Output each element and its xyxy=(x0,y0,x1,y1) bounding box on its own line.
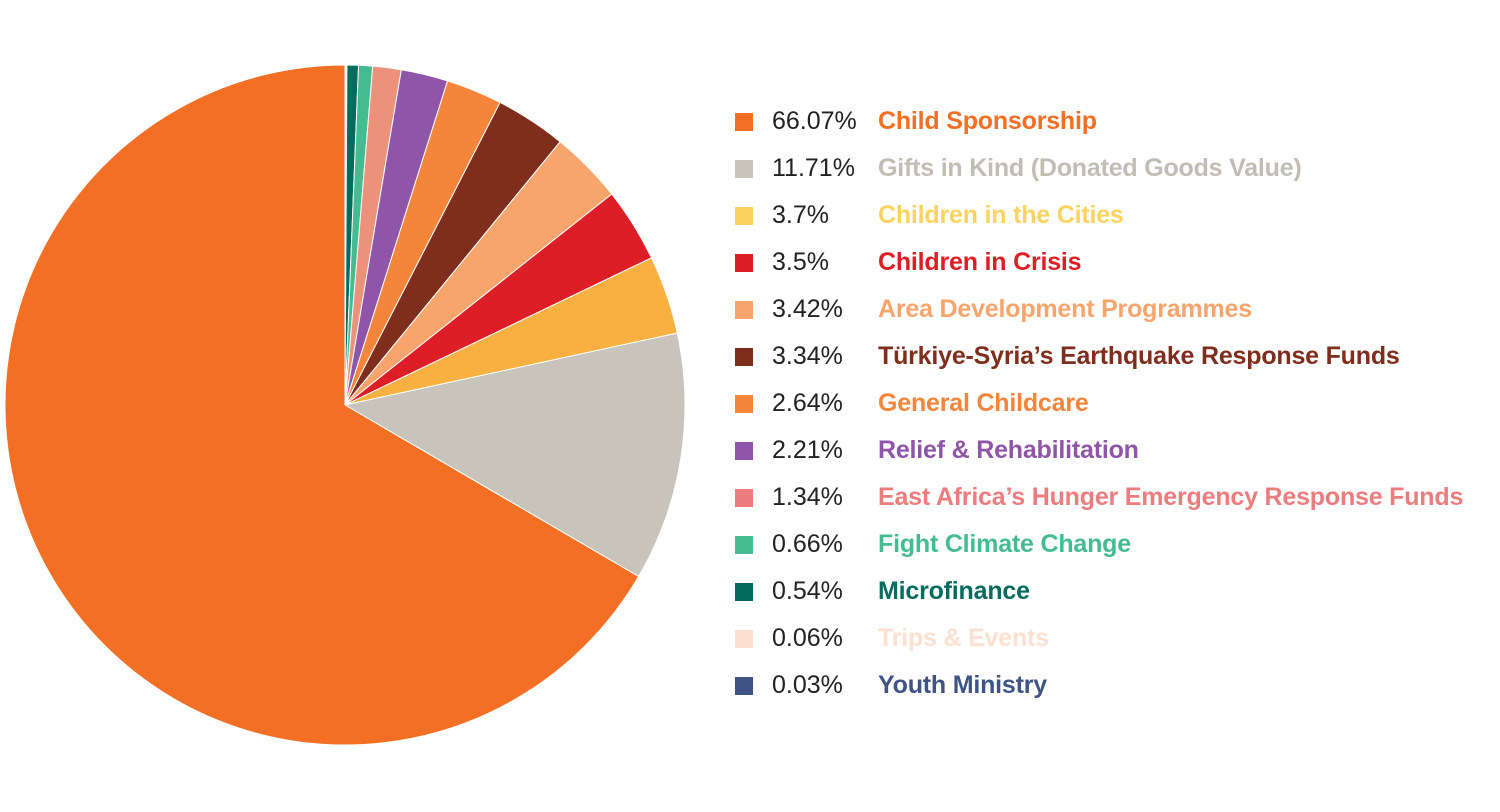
pie-chart xyxy=(4,64,686,746)
legend-item: 2.64% General Childcare xyxy=(735,380,1495,427)
legend-percent: 0.54% xyxy=(772,577,843,605)
legend-swatch xyxy=(735,253,753,272)
legend-swatch xyxy=(735,535,753,554)
legend-swatch xyxy=(735,206,753,225)
legend-label: Türkiye-Syria’s Earthquake Response Fund… xyxy=(878,342,1400,370)
pie-slice-child-sponsorship xyxy=(4,64,640,746)
legend-item: 3.42% Area Development Programmes xyxy=(735,286,1495,333)
legend-swatch xyxy=(735,441,753,460)
legend-item: 11.71% Gifts in Kind (Donated Goods Valu… xyxy=(735,145,1495,192)
legend-swatch xyxy=(735,300,753,319)
legend-percent: 3.34% xyxy=(772,342,843,370)
legend-item: 0.06% Trips & Events xyxy=(735,615,1495,662)
legend-label: Area Development Programmes xyxy=(878,295,1252,323)
legend-swatch xyxy=(735,582,753,601)
legend-label: Youth Ministry xyxy=(878,671,1047,699)
legend-swatch xyxy=(735,676,753,695)
legend-item: 0.54% Microfinance xyxy=(735,568,1495,615)
legend-percent: 66.07% xyxy=(772,107,857,135)
legend-percent: 3.42% xyxy=(772,295,843,323)
legend-label: Fight Climate Change xyxy=(878,530,1131,558)
legend-item: 3.7% Children in the Cities xyxy=(735,192,1495,239)
legend-item: 2.21% Relief & Rehabilitation xyxy=(735,427,1495,474)
legend-swatch xyxy=(735,347,753,366)
pie-slice-gifts-in-kind-donated-goods-value xyxy=(343,332,686,578)
legend-label: Trips & Events xyxy=(878,624,1049,652)
legend-percent: 11.71% xyxy=(772,154,855,182)
legend-item: 1.34% East Africa’s Hunger Emergency Res… xyxy=(735,474,1495,521)
legend: 66.07% Child Sponsorship 11.71% Gifts in… xyxy=(735,98,1495,709)
legend-label: Relief & Rehabilitation xyxy=(878,436,1139,464)
legend-percent: 3.5% xyxy=(772,248,829,276)
legend-swatch xyxy=(735,112,753,131)
legend-label: General Childcare xyxy=(878,389,1089,417)
legend-swatch xyxy=(735,159,753,178)
legend-label: Child Sponsorship xyxy=(878,107,1097,135)
legend-item: 0.66% Fight Climate Change xyxy=(735,521,1495,568)
legend-label: Children in Crisis xyxy=(878,248,1082,276)
legend-percent: 0.06% xyxy=(772,624,843,652)
legend-item: 0.03% Youth Ministry xyxy=(735,662,1495,709)
legend-item: 66.07% Child Sponsorship xyxy=(735,98,1495,145)
legend-percent: 3.7% xyxy=(772,201,829,229)
legend-swatch xyxy=(735,394,753,413)
legend-item: 3.34% Türkiye-Syria’s Earthquake Respons… xyxy=(735,333,1495,380)
legend-percent: 2.21% xyxy=(772,436,843,464)
legend-percent: 1.34% xyxy=(772,483,843,511)
legend-percent: 0.03% xyxy=(772,671,843,699)
legend-item: 3.5% Children in Crisis xyxy=(735,239,1495,286)
legend-label: Microfinance xyxy=(878,577,1030,605)
legend-label: Children in the Cities xyxy=(878,201,1124,229)
legend-swatch xyxy=(735,629,753,648)
legend-label: East Africa’s Hunger Emergency Response … xyxy=(878,483,1464,511)
legend-swatch xyxy=(735,488,753,507)
legend-label: Gifts in Kind (Donated Goods Value) xyxy=(878,154,1302,182)
legend-percent: 2.64% xyxy=(772,389,843,417)
legend-percent: 0.66% xyxy=(772,530,843,558)
